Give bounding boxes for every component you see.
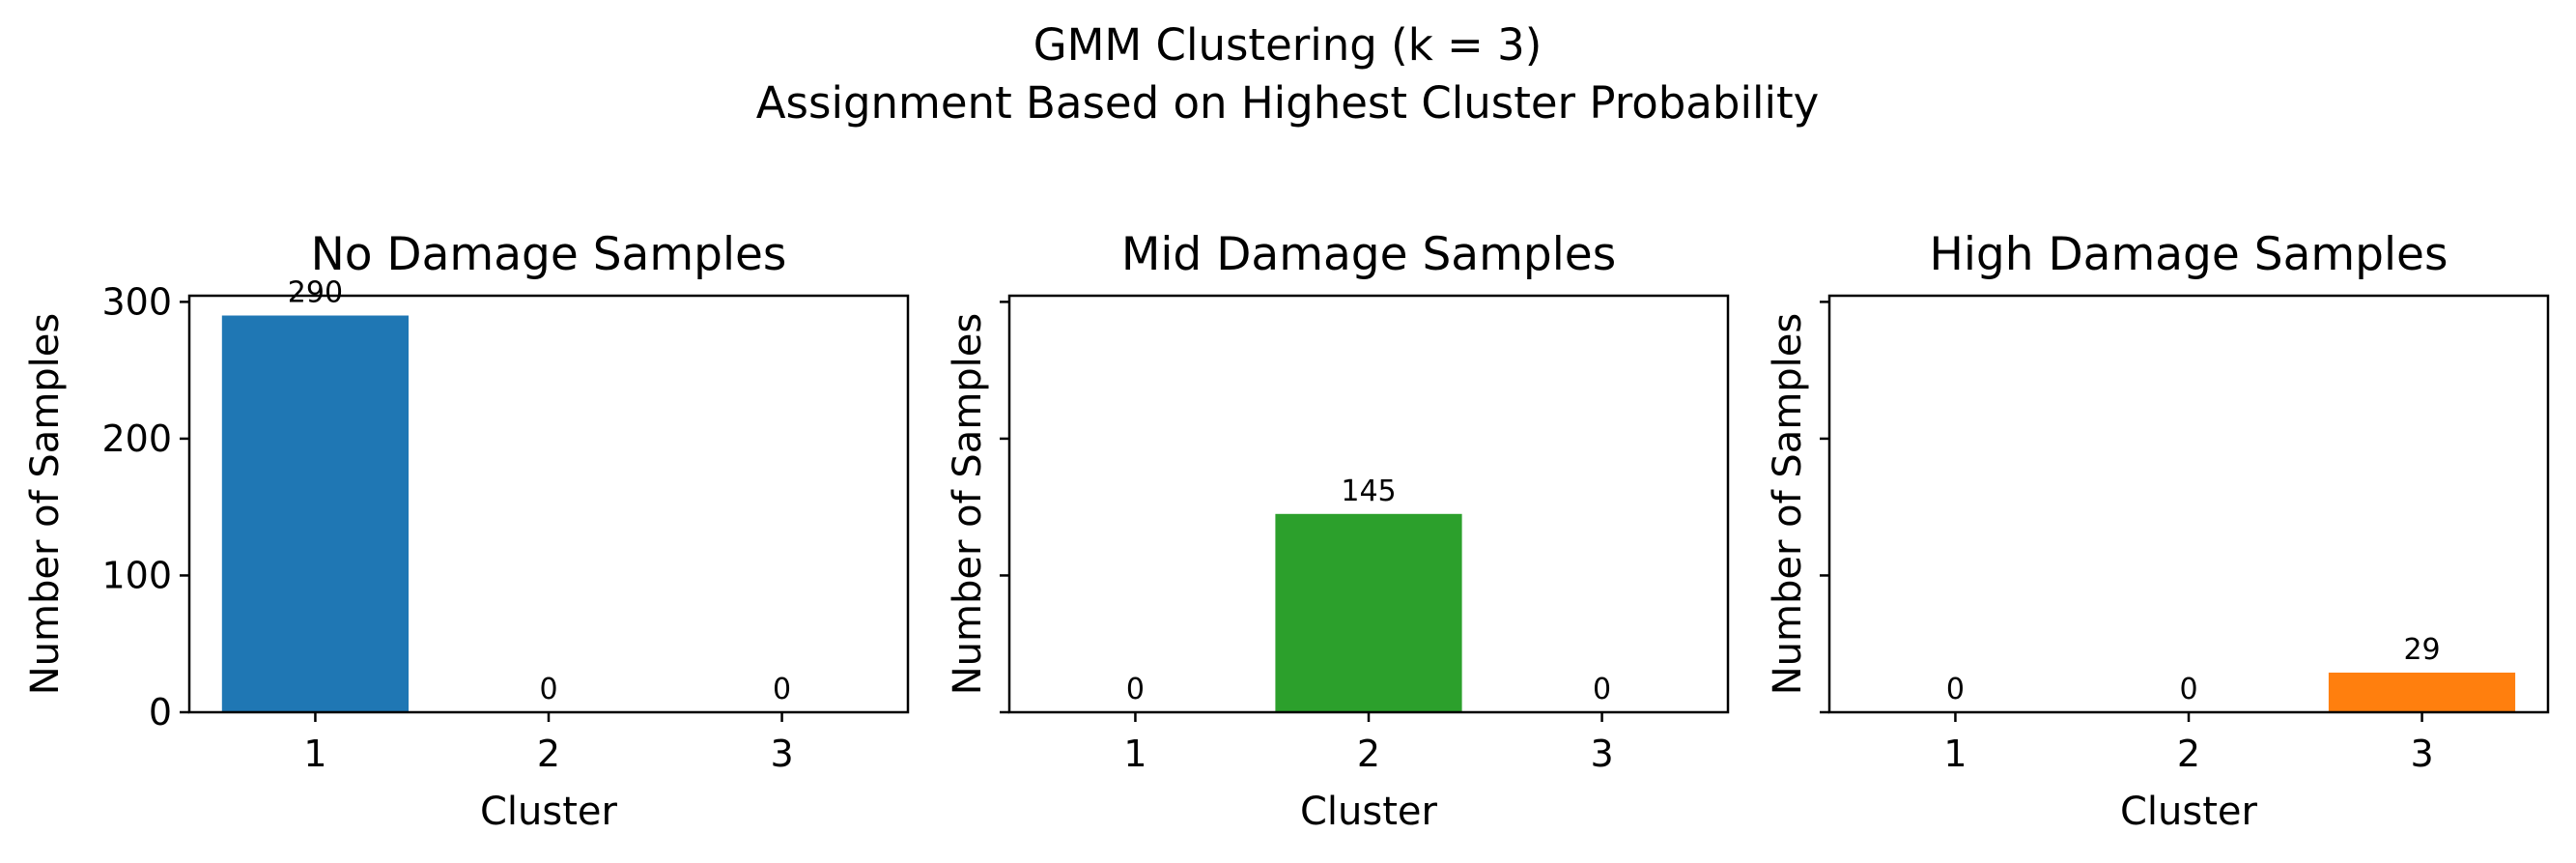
data-label-cluster-2: 0 [539, 673, 557, 706]
chart-panel-3: 1 2 3 0 0 29 High Damage Samples Cluster Number … [1766, 228, 2550, 834]
bar-cluster-2 [1275, 513, 1462, 712]
x-axis-label: Cluster [2120, 790, 2258, 834]
data-label-cluster-3: 0 [1593, 673, 1611, 706]
x-tick-label-2: 2 [2177, 733, 2200, 775]
x-tick-label-1: 1 [303, 733, 326, 775]
y-tick-label-300: 300 [101, 280, 172, 323]
x-tick-label-3: 3 [2410, 733, 2433, 775]
chart-panel-2: 1 2 3 0 145 0 Mid Damage Samples Cluster Number … [946, 228, 1730, 834]
panel-title: No Damage Samples [311, 228, 787, 281]
x-tick-label-2: 2 [537, 733, 560, 775]
bar-cluster-3 [2328, 673, 2516, 712]
x-tick-label-3: 3 [770, 733, 793, 775]
data-label-cluster-2: 145 [1341, 475, 1396, 508]
chart-panel-1: 0 100 200 300 1 2 3 290 0 0 No Damage Samples Clust… [23, 228, 910, 834]
x-axis-label: Cluster [480, 790, 618, 834]
x-tick-label-2: 2 [1357, 733, 1380, 775]
y-tick-label-0: 0 [149, 691, 172, 734]
x-tick-label-3: 3 [1590, 733, 1613, 775]
data-label-cluster-1: 0 [1126, 673, 1145, 706]
y-tick-label-100: 100 [101, 554, 172, 596]
figure-title-line2: Assignment Based on Highest Cluster Prob… [756, 77, 1819, 129]
data-label-cluster-3: 29 [2403, 633, 2440, 667]
panel-title: High Damage Samples [1930, 228, 2449, 281]
figure-title-line1: GMM Clustering (k = 3) [1033, 19, 1543, 71]
y-axis-label: Number of Samples [946, 313, 990, 696]
panel-title: Mid Damage Samples [1121, 228, 1616, 281]
y-axis-label: Number of Samples [1766, 313, 1810, 696]
data-label-cluster-1: 0 [1946, 673, 1965, 706]
data-label-cluster-3: 0 [773, 673, 791, 706]
x-axis-label: Cluster [1300, 790, 1438, 834]
x-tick-label-1: 1 [1123, 733, 1146, 775]
y-tick-label-200: 200 [101, 417, 172, 460]
bar-cluster-1 [221, 315, 409, 712]
data-label-cluster-1: 290 [288, 276, 343, 310]
x-tick-label-1: 1 [1943, 733, 1967, 775]
data-label-cluster-2: 0 [2179, 673, 2197, 706]
y-axis-label: Number of Samples [23, 313, 68, 696]
